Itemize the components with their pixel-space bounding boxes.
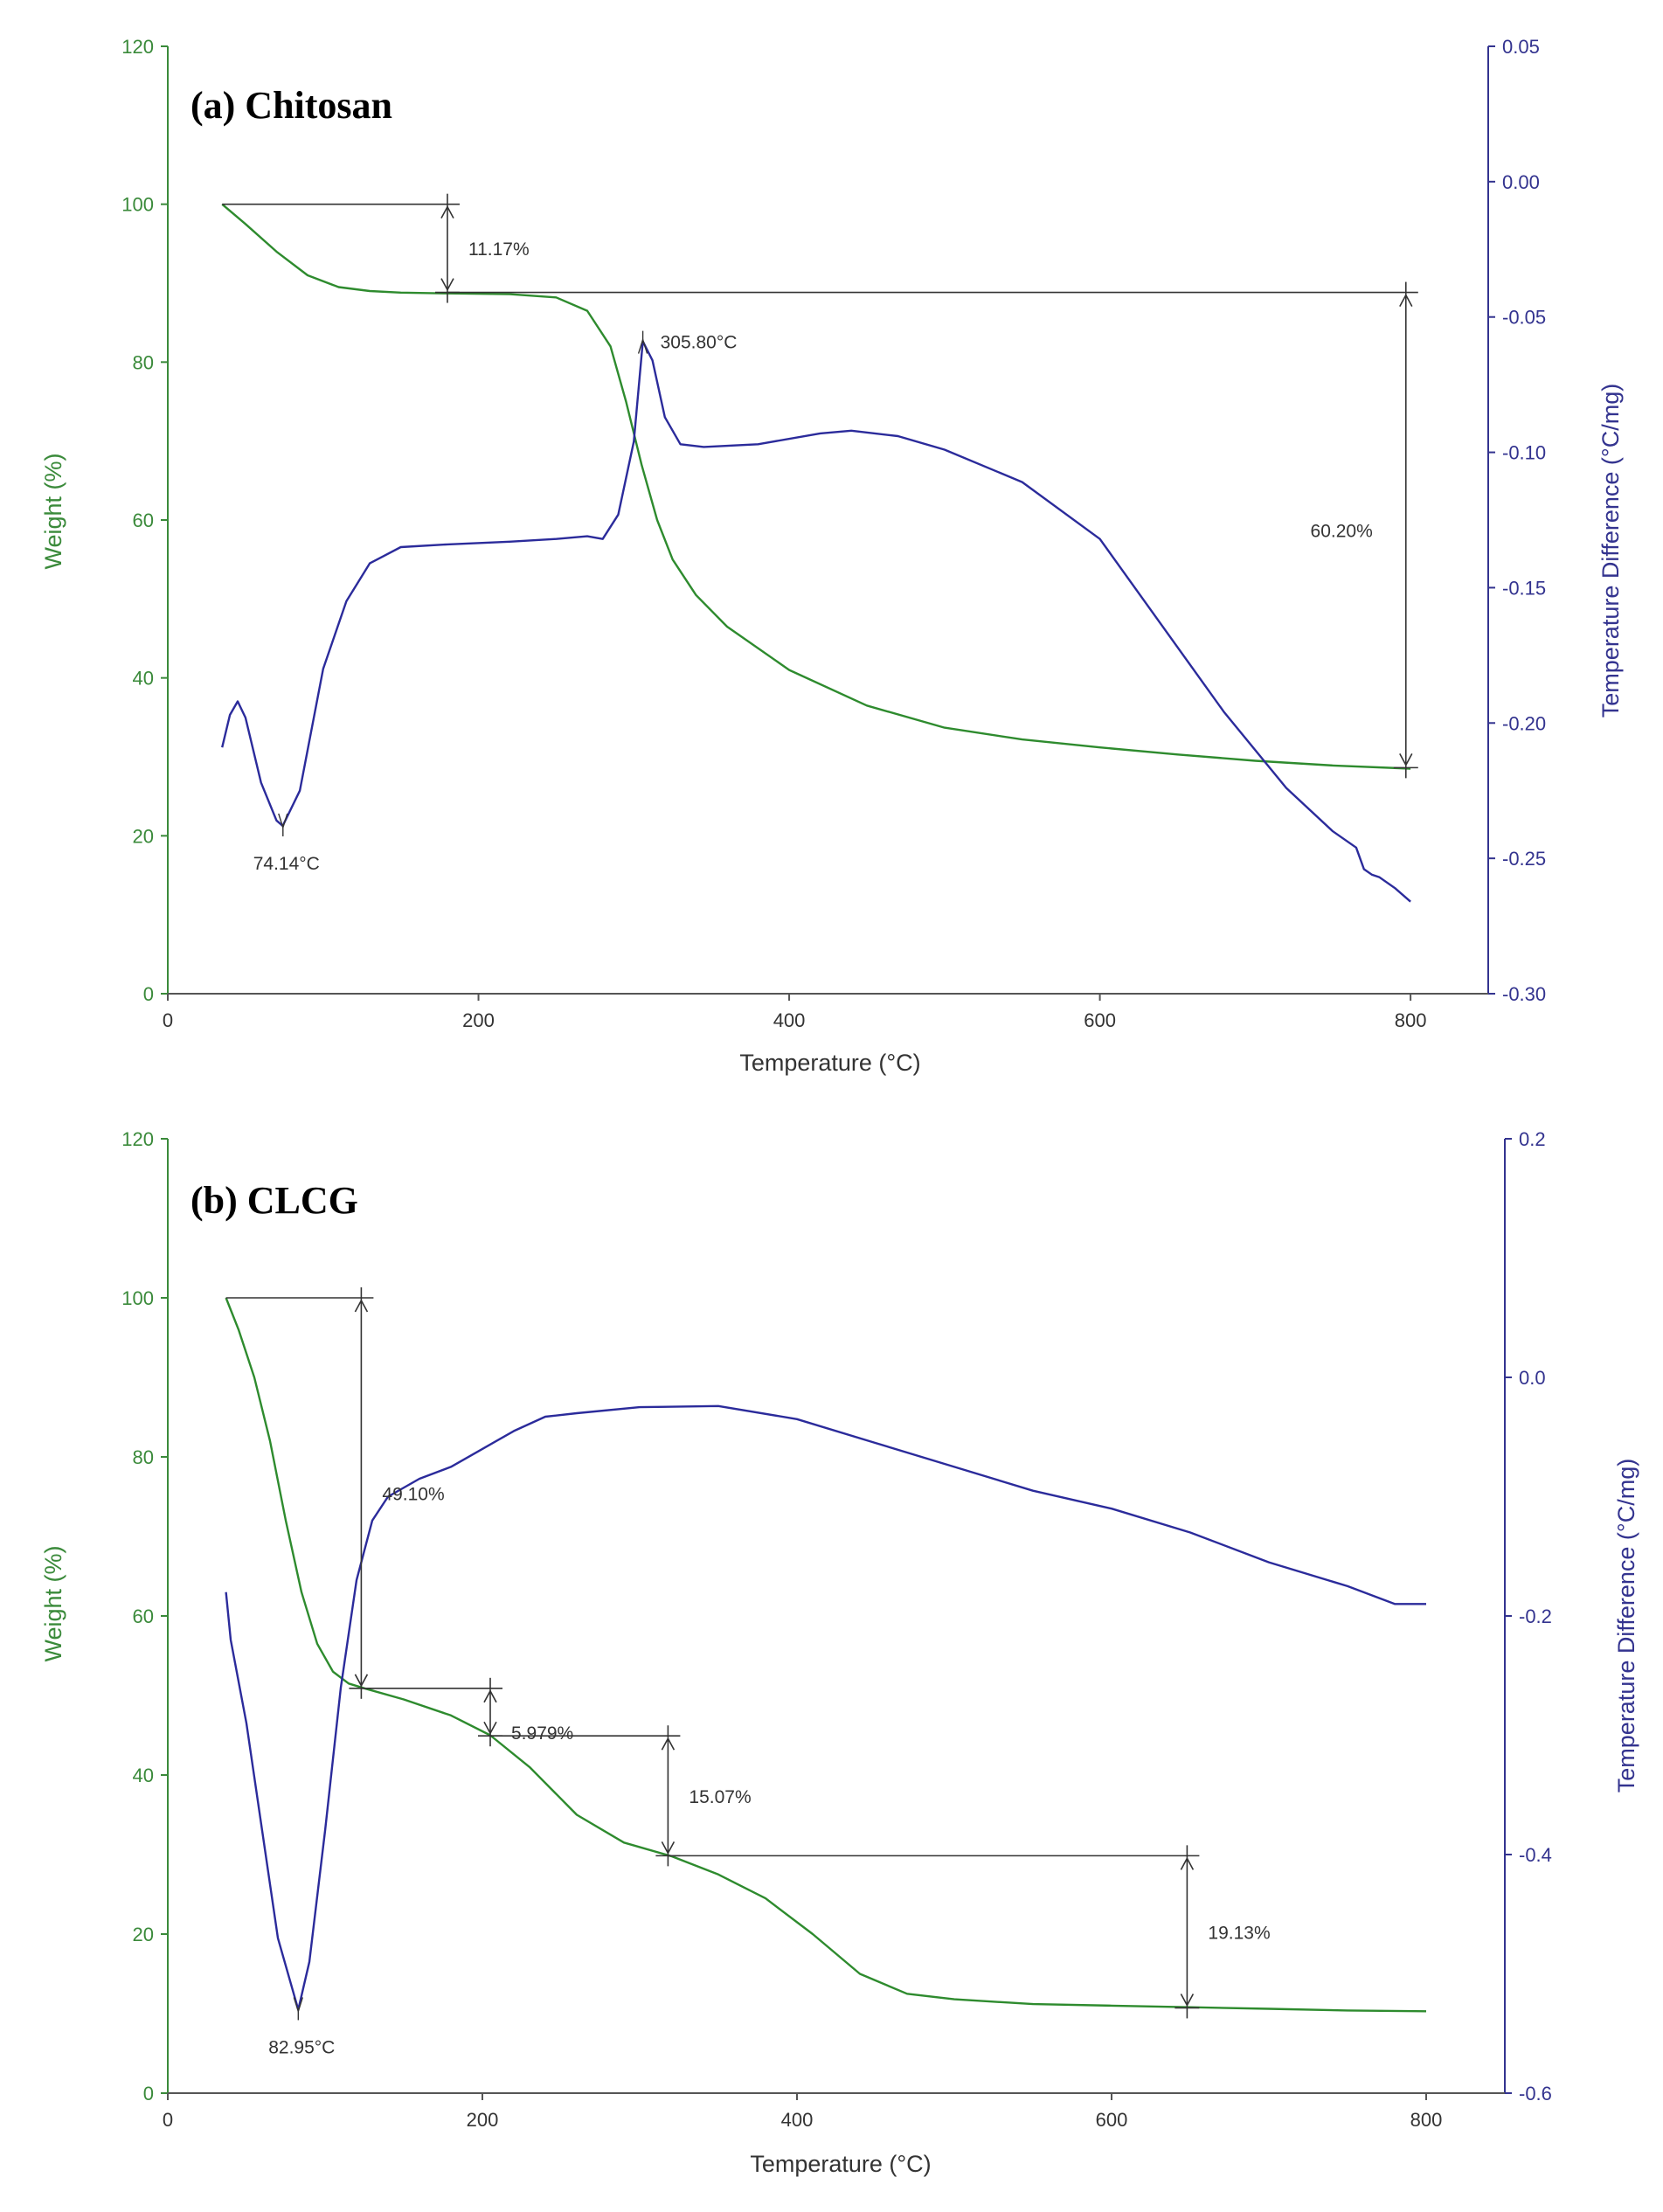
step-label: 49.10%	[382, 1484, 444, 1504]
arrowhead-down	[483, 1721, 497, 1735]
step-label: 60.20%	[1311, 521, 1373, 541]
series-group	[225, 1297, 1427, 2013]
arrowhead-down	[440, 278, 454, 292]
left-tick-label: 60	[133, 1605, 154, 1627]
right-tick-label: -0.4	[1519, 1844, 1552, 1866]
x-tick-label: 200	[462, 1009, 495, 1031]
arrowhead-up	[440, 205, 454, 219]
step-label: 15.07%	[689, 1787, 751, 1807]
left-tick-label: 80	[133, 1446, 154, 1468]
right-axis-ticks: -0.6 -0.4 -0.2 0.0 0.2	[1505, 1128, 1552, 2105]
peak-label: 305.80°C	[661, 333, 738, 353]
left-tick-label: 20	[133, 825, 154, 847]
panel-chitosan: 0 20 40 60 80 100 120 -0.30 -0.25 -0.20 -0.15 -0.1…	[40, 36, 1624, 1076]
x-tick-label: 600	[1096, 2109, 1128, 2131]
annotation-group: 11.17% 60.20% 74.14°C 305.80°C	[222, 193, 1418, 874]
left-tick-label: 0	[143, 2083, 154, 2105]
arrowhead-up	[1399, 293, 1413, 307]
right-tick-label: 0.00	[1502, 171, 1540, 193]
step-label: 5.979%	[511, 1723, 573, 1744]
x-axis-title: Temperature (°C)	[739, 1050, 920, 1076]
step-label: 11.17%	[468, 239, 530, 260]
left-tick-label: 60	[133, 510, 154, 531]
plot-frame	[167, 1139, 1506, 2094]
arrowhead-up	[354, 1299, 369, 1313]
dta-curve	[221, 340, 1411, 903]
left-tick-label: 0	[143, 983, 154, 1005]
left-axis-ticks: 0 20 40 60 80 100 120	[121, 1128, 168, 2105]
arrowhead-up	[1180, 1856, 1195, 1870]
right-tick-label: -0.2	[1519, 1605, 1552, 1627]
x-tick-label: 400	[773, 1009, 806, 1031]
x-tick-label: 400	[781, 2109, 814, 2131]
x-tick-label: 800	[1410, 2109, 1443, 2131]
left-axis-ticks: 0 20 40 60 80 100 120	[121, 36, 168, 1005]
right-tick-label: -0.30	[1502, 983, 1546, 1005]
right-axis-ticks: -0.30 -0.25 -0.20 -0.15 -0.10 -0.05 0.00 0.05	[1488, 36, 1546, 1005]
left-tick-label: 100	[121, 1287, 154, 1309]
left-tick-label: 40	[133, 1765, 154, 1786]
peak-label: 74.14°C	[253, 854, 320, 874]
arrowhead-down	[661, 1841, 676, 1855]
x-tick-label: 800	[1395, 1009, 1427, 1031]
x-axis-ticks: 0 200 400 600 800	[163, 2093, 1442, 2131]
right-tick-label: -0.20	[1502, 712, 1546, 734]
plot-frame	[167, 46, 1489, 995]
x-axis-ticks: 0 200 400 600 800	[163, 994, 1427, 1031]
right-tick-label: -0.10	[1502, 442, 1546, 464]
y-axis-title: Weight (%)	[40, 453, 66, 569]
y2-axis-title: Temperature Difference (°C/mg)	[1597, 384, 1624, 718]
left-tick-label: 40	[133, 668, 154, 690]
arrowhead-down	[1399, 752, 1413, 767]
series-group	[221, 203, 1411, 903]
right-tick-label: 0.0	[1519, 1367, 1546, 1389]
weight-curve	[225, 1297, 1427, 2013]
right-tick-label: 0.05	[1502, 36, 1540, 58]
x-axis-title: Temperature (°C)	[750, 2151, 931, 2177]
arrowhead-down	[354, 1674, 369, 1688]
arrowhead-down	[1180, 1994, 1195, 2007]
x-tick-label: 600	[1084, 1009, 1116, 1031]
left-tick-label: 20	[133, 1924, 154, 1945]
x-tick-label: 200	[467, 2109, 499, 2131]
right-tick-label: -0.25	[1502, 848, 1546, 870]
left-tick-label: 120	[121, 1128, 154, 1150]
peak-label: 82.95°C	[268, 2037, 335, 2057]
x-tick-label: 0	[163, 1009, 173, 1031]
x-tick-label: 0	[163, 2109, 173, 2131]
step-label: 19.13%	[1208, 1923, 1270, 1943]
weight-curve	[221, 203, 1411, 770]
right-tick-label: -0.6	[1519, 2083, 1552, 2105]
left-tick-label: 120	[121, 36, 154, 58]
right-tick-label: -0.05	[1502, 307, 1546, 329]
right-tick-label: 0.2	[1519, 1128, 1546, 1150]
arrowhead-up	[661, 1737, 676, 1751]
panel-title: (a) Chitosan	[191, 84, 392, 127]
panel-clcg: 0 20 40 60 80 100 120 -0.6 -0.4 -0.2 0.0 0.2 0 200 4…	[40, 1128, 1639, 2177]
right-tick-label: -0.15	[1502, 577, 1546, 599]
left-tick-label: 100	[121, 194, 154, 216]
y-axis-title: Weight (%)	[40, 1545, 66, 1661]
dta-curve	[225, 1404, 1426, 2011]
arrowhead-up	[483, 1689, 497, 1703]
y2-axis-title: Temperature Difference (°C/mg)	[1613, 1459, 1639, 1792]
annotation-group: 49.10% 5.979% 15.07% 19.13% 82.95°C	[225, 1287, 1271, 2057]
left-tick-label: 80	[133, 351, 154, 373]
panel-title: (b) CLCG	[191, 1179, 358, 1222]
